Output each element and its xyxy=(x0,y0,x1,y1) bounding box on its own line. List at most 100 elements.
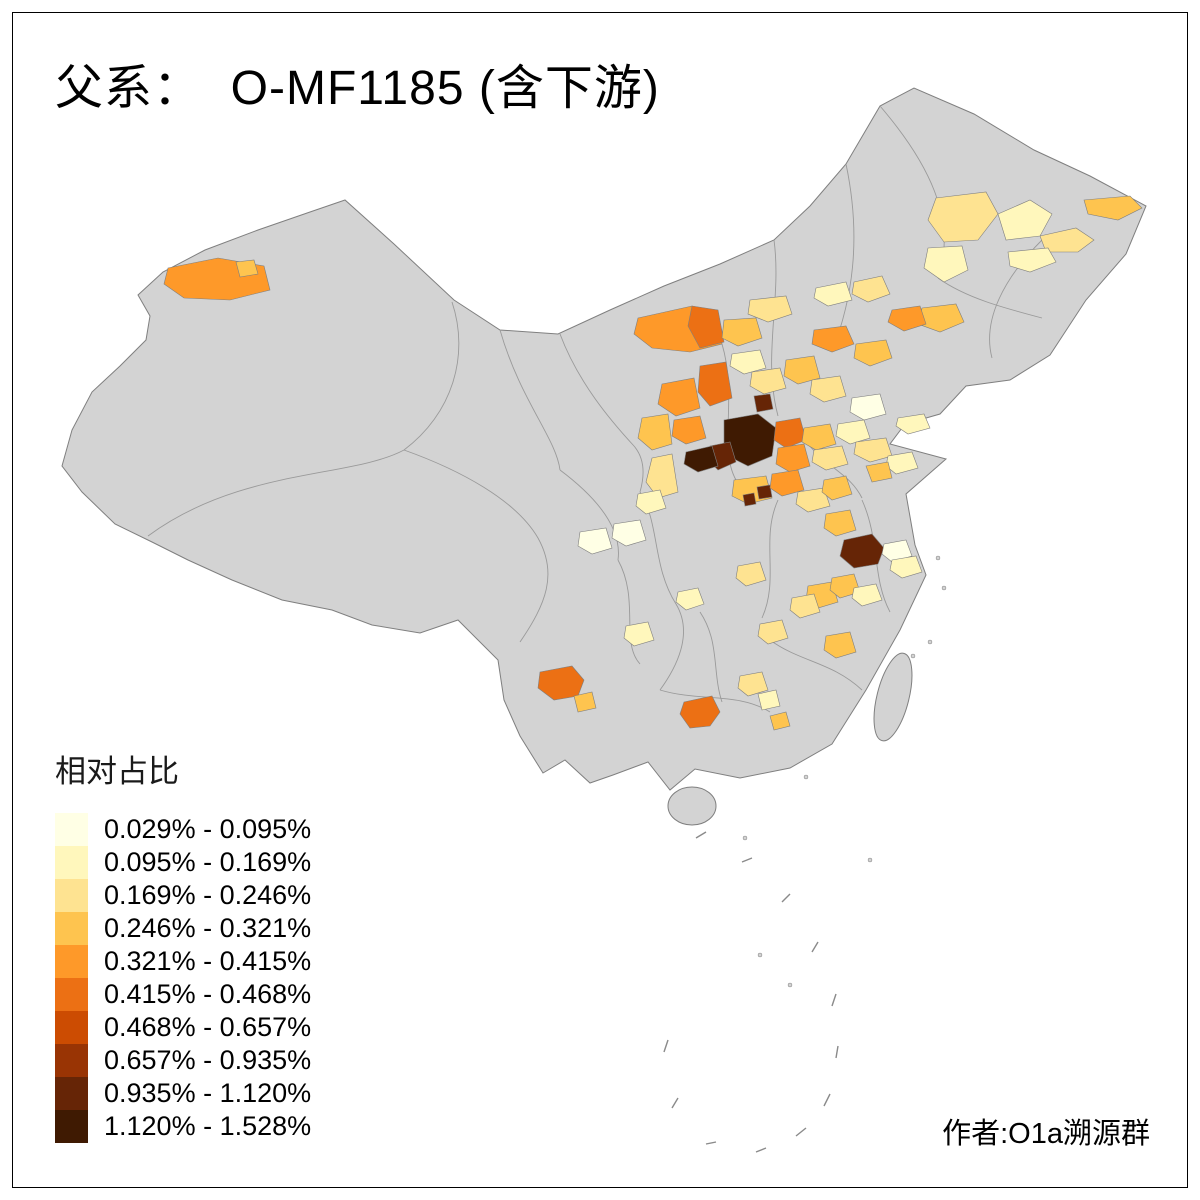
map-region xyxy=(997,199,1053,241)
map-region xyxy=(742,492,757,507)
map-region xyxy=(835,419,871,445)
sea-features xyxy=(663,555,947,1153)
map-region xyxy=(813,281,853,307)
hainan-island xyxy=(667,786,717,826)
province-border-line xyxy=(499,329,561,471)
legend-swatch xyxy=(55,912,88,945)
legend-item-label: 0.029% - 0.095% xyxy=(104,814,312,844)
map-region xyxy=(851,275,891,303)
data-regions xyxy=(163,191,1143,731)
small-island xyxy=(935,555,941,561)
legend-title: 相对占比 xyxy=(55,754,179,789)
map-region xyxy=(829,573,861,599)
legend-item: 0.169% - 0.246% xyxy=(55,879,311,912)
legend-swatch xyxy=(55,846,88,879)
province-border-line xyxy=(559,333,644,493)
province-border-line xyxy=(403,449,549,643)
map-region xyxy=(849,393,887,421)
country-outline-group xyxy=(61,87,1147,826)
map-region xyxy=(809,375,847,403)
map-region xyxy=(775,443,811,473)
legend-item-label: 0.169% - 0.246% xyxy=(104,880,312,910)
legend-item-label: 0.246% - 0.321% xyxy=(104,913,312,943)
map-region xyxy=(811,325,855,353)
map-region xyxy=(1007,247,1057,273)
map-region xyxy=(851,583,883,607)
map-region xyxy=(839,533,885,569)
map-region xyxy=(773,417,807,449)
province-border-line xyxy=(761,499,779,619)
legend-item: 0.029% - 0.095% xyxy=(55,813,311,846)
map-region xyxy=(823,631,857,659)
map-region xyxy=(811,445,849,471)
legend-swatch xyxy=(55,879,88,912)
map-region xyxy=(721,317,763,347)
nine-dash-line-segment xyxy=(755,1147,767,1153)
map-region xyxy=(687,305,725,349)
map-region xyxy=(821,475,853,501)
nine-dash-line-segment xyxy=(795,1127,807,1137)
legend-item-label: 1.120% - 1.528% xyxy=(104,1111,312,1141)
small-island xyxy=(787,982,793,988)
legend-swatch xyxy=(55,978,88,1011)
nine-dash-line-segment xyxy=(671,1097,679,1109)
legend-item: 0.246% - 0.321% xyxy=(55,912,311,945)
map-region xyxy=(735,561,767,587)
legend-item-label: 0.468% - 0.657% xyxy=(104,1012,312,1042)
map-region xyxy=(679,695,721,729)
legend-items: 0.029% - 0.095% 0.095% - 0.169% 0.169% - 0… xyxy=(55,813,311,1143)
legend-item-label: 0.415% - 0.468% xyxy=(104,979,312,1009)
map-region xyxy=(889,555,923,579)
legend-swatch xyxy=(55,1011,88,1044)
legend-swatch xyxy=(55,1110,88,1143)
map-region xyxy=(611,519,647,547)
map-region xyxy=(801,423,837,451)
map-region xyxy=(895,413,931,435)
map-region xyxy=(657,377,701,417)
map-region xyxy=(235,259,259,278)
province-border-line xyxy=(147,301,460,537)
nine-dash-line-segment xyxy=(741,857,753,863)
map-region xyxy=(757,619,789,645)
map-region xyxy=(769,711,791,731)
map-region xyxy=(671,415,707,445)
map-region xyxy=(635,489,667,515)
map-region xyxy=(737,671,769,697)
small-island xyxy=(910,653,916,659)
map-region xyxy=(756,484,773,500)
nine-dash-line-segment xyxy=(823,1093,831,1107)
nine-dash-line-segment xyxy=(663,1039,669,1053)
map-region xyxy=(747,295,793,323)
nine-dash-line-segment xyxy=(781,893,791,903)
nine-dash-line-segment xyxy=(811,941,819,953)
province-border-line xyxy=(559,469,619,561)
legend-item-label: 0.657% - 0.935% xyxy=(104,1045,312,1075)
legend-swatch xyxy=(55,1044,88,1077)
taiwan-island xyxy=(873,652,913,742)
map-region xyxy=(1083,195,1143,221)
map-region xyxy=(789,593,821,619)
legend-swatch xyxy=(55,813,88,846)
small-island xyxy=(927,639,933,645)
province-border-line xyxy=(617,559,641,665)
map-region xyxy=(753,393,774,413)
map-region xyxy=(683,445,719,473)
map-region xyxy=(697,361,733,407)
map-region xyxy=(757,689,781,711)
legend: 相对占比 0.029% - 0.095% 0.095% - 0.169% 0.169… xyxy=(55,746,311,1143)
province-borders xyxy=(147,105,1043,713)
small-island xyxy=(757,952,763,958)
map-region xyxy=(923,245,969,283)
legend-item: 1.120% - 1.528% xyxy=(55,1110,311,1143)
map-region xyxy=(823,509,857,537)
map-region xyxy=(729,349,767,375)
small-island xyxy=(742,835,748,841)
map-region xyxy=(573,691,597,713)
map-region xyxy=(927,191,999,243)
legend-item-label: 0.321% - 0.415% xyxy=(104,946,312,976)
map-region xyxy=(865,461,893,483)
province-border-line xyxy=(659,689,771,713)
map-region xyxy=(769,469,805,497)
nine-dash-line-segment xyxy=(835,1045,839,1059)
small-island xyxy=(803,774,809,780)
